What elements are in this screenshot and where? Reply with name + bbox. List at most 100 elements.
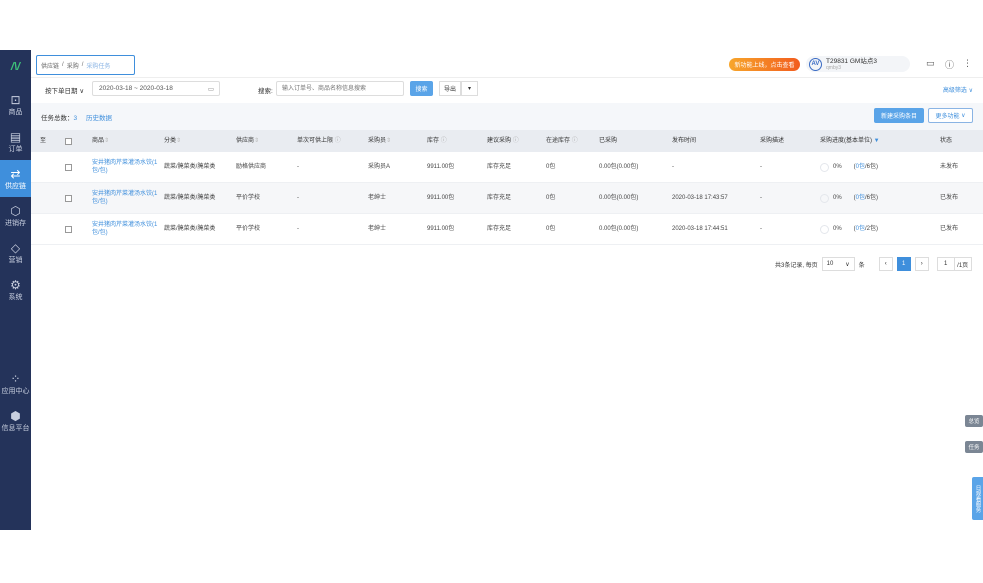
sidebar-item-4[interactable]: ◇ 营销	[0, 234, 31, 271]
cell-status: 未发布	[940, 164, 959, 170]
search-button[interactable]: 搜索	[410, 81, 433, 96]
sort-icon[interactable]: ⇕	[386, 138, 392, 144]
breadcrumb-item[interactable]: 供应链	[41, 63, 60, 70]
apps-icon: ⁘	[10, 371, 21, 386]
sidebar-item-7[interactable]: ⬢ 信息平台	[0, 402, 31, 439]
help-icon[interactable]: ⓘ	[440, 138, 447, 144]
cell-time: 2020-03-18 17:43:57	[672, 195, 728, 201]
sidebar-item-label: 信息平台	[1, 424, 30, 432]
column-header[interactable]: 商品 ⇕	[92, 138, 110, 144]
column-header[interactable]: 采购员 ⇕	[368, 138, 392, 144]
sidebar-item-5[interactable]: ⚙ 系统	[0, 271, 31, 308]
more-functions-button[interactable]: 更多功能 ∨	[928, 108, 973, 123]
sidebar-item-label: 系统	[8, 293, 23, 301]
filter-triangle-icon[interactable]: ▼	[873, 138, 880, 144]
history-link[interactable]: 历史数据	[86, 115, 112, 122]
sidebar: /\/ ⊡ 商品 ▤ 订单 ⇄ 供应链 ⬡ 进销存 ◇ 营销 ⚙ 系统 ⁘ 应用中心 ⬢ 信息平台	[0, 50, 31, 530]
column-header[interactable]: 分类 ⇕	[164, 138, 182, 144]
search-input[interactable]	[276, 81, 404, 96]
cell-time: -	[672, 164, 674, 170]
cell-buyer: 采购员A	[368, 164, 391, 170]
column-header[interactable]: 供应商 ⇕	[236, 138, 260, 144]
table-row: 安井猪肉芹菜灌汤水饺(1包/包) 蔬菜/腌菜类/腌菜类 平价学校 - 老绅士 9911.0…	[31, 183, 983, 214]
sidebar-item-label: 供应链	[5, 182, 26, 190]
row-checkbox[interactable]	[65, 194, 72, 202]
cell-category: 蔬菜/腌菜类/腌菜类	[164, 195, 216, 201]
select-all-checkbox[interactable]	[65, 137, 72, 145]
user-menu[interactable]: AV T29831 GM站点3 qmby3	[806, 56, 910, 72]
row-checkbox[interactable]	[65, 225, 72, 233]
help-icon[interactable]: ⓘ	[571, 138, 578, 144]
overview-float-button[interactable]: 总览	[965, 415, 983, 427]
calendar-icon: ▭	[207, 85, 214, 93]
promo-button[interactable]: 新功能上线，点击查看	[729, 58, 800, 71]
breadcrumb: 供应链 / 采购 / 采购任务	[36, 55, 135, 75]
sidebar-item-6[interactable]: ⁘ 应用中心	[0, 365, 31, 402]
progress-done-link[interactable]: 0包	[855, 195, 866, 201]
product-link[interactable]: 安井猪肉芹菜灌汤水饺(1包/包)	[92, 222, 158, 236]
help-icon[interactable]: ⓘ	[945, 60, 955, 70]
cell-limit: -	[297, 226, 299, 232]
cube-icon: ⬡	[10, 203, 21, 218]
sidebar-item-0[interactable]: ⊡ 商品	[0, 86, 31, 123]
task-float-button[interactable]: 任务	[965, 441, 983, 453]
sort-icon[interactable]: ⇕	[104, 138, 110, 144]
sidebar-item-1[interactable]: ▤ 订单	[0, 123, 31, 160]
message-icon[interactable]: ▭	[926, 58, 935, 68]
cell-transit: 0包	[546, 164, 556, 170]
cell-limit: -	[297, 195, 299, 201]
progress-done-link[interactable]: 0包	[855, 164, 866, 170]
sidebar-item-label: 进销存	[5, 219, 26, 227]
sort-icon[interactable]: ⇕	[254, 138, 260, 144]
product-link[interactable]: 安井猪肉芹菜灌汤水饺(1包/包)	[92, 160, 158, 174]
search-label: 搜索:	[258, 88, 273, 95]
sidebar-item-label: 应用中心	[1, 387, 30, 395]
export-dropdown-icon[interactable]: ▾	[461, 81, 478, 96]
column-header: 建议采购 ⓘ	[487, 138, 519, 144]
avatar: AV	[809, 57, 822, 71]
column-header: 状态	[940, 138, 953, 144]
sidebar-item-3[interactable]: ⬡ 进销存	[0, 197, 31, 234]
service-float-button[interactable]: 日观看服务	[972, 477, 983, 520]
goto-page-input[interactable]: 1	[936, 257, 955, 271]
sidebar-item-2[interactable]: ⇄ 供应链	[0, 160, 31, 197]
column-header: 在途库存 ⓘ	[546, 138, 578, 144]
more-vertical-icon[interactable]: ⋮	[963, 58, 972, 68]
column-header: 发布时间	[672, 138, 697, 144]
progress-ring	[820, 162, 829, 172]
breadcrumb-item[interactable]: 采购	[66, 63, 79, 70]
purchase-task-table: 至 商品 ⇕ 分类 ⇕ 供应商 ⇕ 单次可供上限 ⓘ 采购员 ⇕ 库存 ⓘ 建议采购 ⓘ 在途库存 ⓘ 已…	[31, 130, 983, 245]
top-bar: 供应链 / 采购 / 采购任务 新功能上线，点击查看 AV T29831 GM站点3…	[31, 50, 983, 78]
page-size-select[interactable]: 10 ∨	[821, 257, 855, 271]
box-icon: ⬢	[10, 408, 21, 423]
date-range-picker[interactable]: 2020-03-18 ~ 2020-03-18 ▭	[92, 81, 220, 96]
page-1-button[interactable]: 1	[896, 257, 911, 271]
cell-desc: -	[760, 226, 762, 232]
advanced-filter-link[interactable]: 高级筛选 ∨	[942, 88, 973, 94]
cell-category: 蔬菜/腌菜类/腌菜类	[164, 226, 216, 232]
date-type-select[interactable]: 按下单日期 ∨	[45, 88, 85, 95]
task-total: 任务总数：3	[41, 115, 78, 122]
help-icon[interactable]: ⓘ	[512, 138, 519, 144]
filter-bar: 按下单日期 ∨ 2020-03-18 ~ 2020-03-18▭ 搜索: 搜索 …	[31, 78, 983, 103]
new-purchase-button[interactable]: 新建采购条目	[874, 108, 924, 123]
cell-purchased: 0.00包(0.00包)	[599, 195, 639, 201]
row-checkbox[interactable]	[65, 163, 72, 171]
progress-done-link[interactable]: 0包	[855, 226, 866, 232]
product-link[interactable]: 安井猪肉芹菜灌汤水饺(1包/包)	[92, 191, 158, 205]
breadcrumb-current: 采购任务	[86, 63, 111, 70]
prev-page-button[interactable]: ‹	[878, 257, 893, 271]
column-header[interactable]: 采购进度(基本单位) ▼	[820, 138, 880, 144]
tag-icon: ◇	[10, 240, 21, 255]
cell-purchased: 0.00包(0.00包)	[599, 164, 639, 170]
help-icon[interactable]: ⓘ	[334, 138, 341, 144]
next-page-button[interactable]: ›	[914, 257, 929, 271]
user-sub: qmby3	[826, 64, 842, 71]
cell-transit: 0包	[546, 226, 556, 232]
table-header: 至 商品 ⇕ 分类 ⇕ 供应商 ⇕ 单次可供上限 ⓘ 采购员 ⇕ 库存 ⓘ 建议采购 ⓘ 在途库存 ⓘ 已…	[31, 130, 983, 152]
sidebar-item-label: 商品	[8, 108, 23, 116]
cell-desc: -	[760, 195, 762, 201]
sort-icon[interactable]: ⇕	[176, 138, 182, 144]
export-button[interactable]: 导出	[439, 81, 461, 96]
progress-cell: 0% (0包/2包)	[820, 214, 878, 244]
